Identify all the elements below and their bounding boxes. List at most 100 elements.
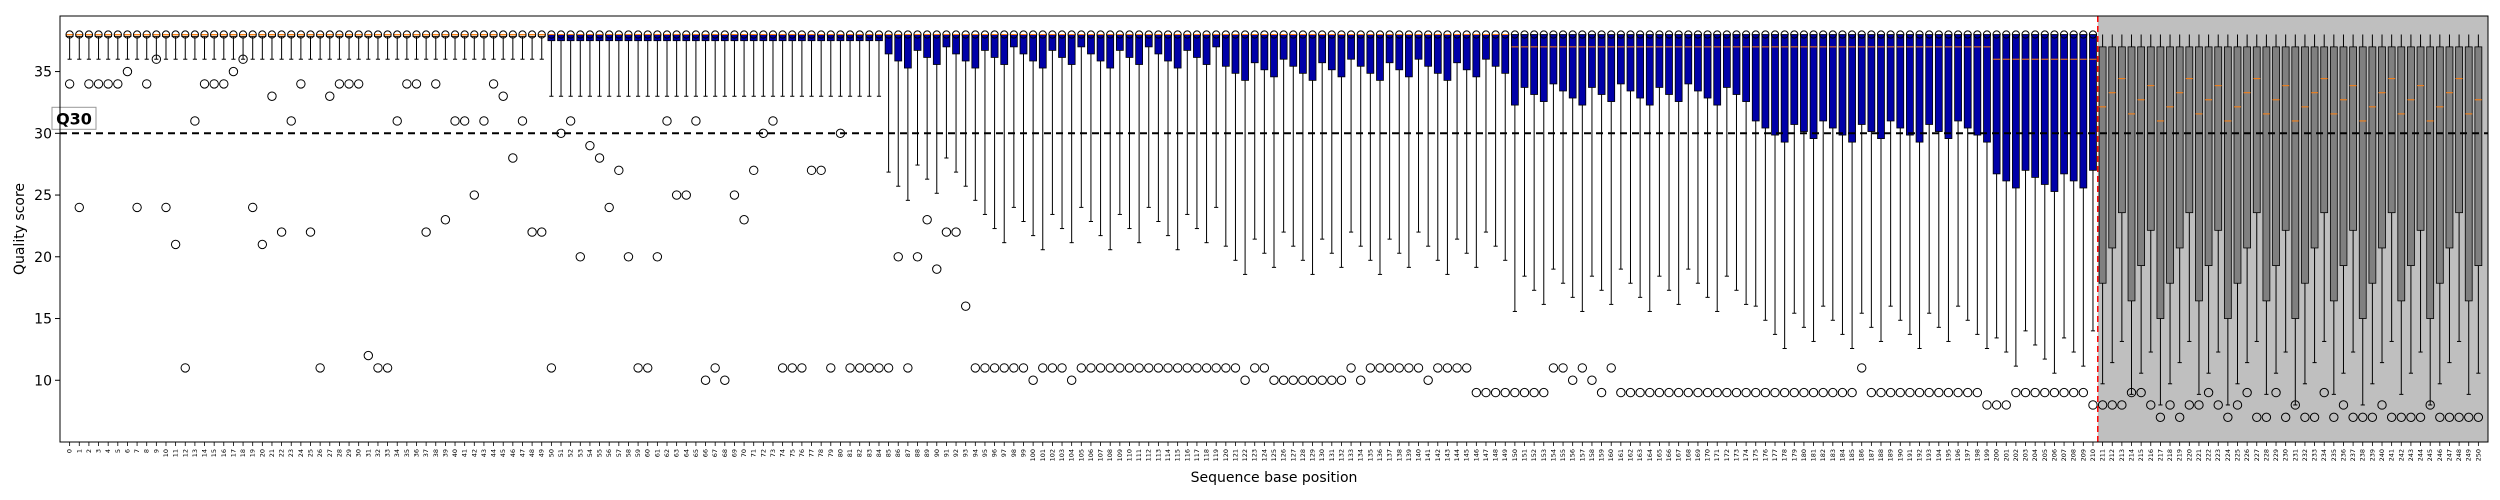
- x-tick-label: 20: [258, 449, 266, 457]
- box-position-131: [1327, 30, 1336, 254]
- outlier-top: [1915, 30, 1924, 39]
- outlier-top: [2011, 30, 2020, 39]
- x-tick-label: 31: [364, 449, 372, 457]
- x-tick-label: 165: [1655, 449, 1663, 461]
- box: [1684, 34, 1693, 85]
- outlier-top: [84, 30, 94, 39]
- outlier-point: [1038, 363, 1048, 373]
- outlier-point: [729, 190, 740, 200]
- outlier-top: [1886, 30, 1895, 39]
- outlier-top: [855, 30, 864, 39]
- box: [1462, 34, 1471, 71]
- box-position-158: [1587, 30, 1597, 277]
- box: [1694, 34, 1702, 92]
- box-position-84: [874, 30, 884, 97]
- outlier-point: [228, 66, 239, 77]
- outlier-top: [1703, 30, 1712, 39]
- outlier-top: [219, 30, 228, 39]
- outlier-top: [1183, 30, 1192, 39]
- box-position-225: [2233, 34, 2242, 385]
- box: [1828, 34, 1837, 129]
- outlier-point: [267, 91, 277, 101]
- outlier-point: [2300, 412, 2310, 423]
- outlier-point: [479, 116, 489, 126]
- box-position-13: [190, 30, 199, 60]
- box-position-193: [1925, 30, 1934, 314]
- box-position-163: [1636, 30, 1645, 298]
- outlier-top: [1366, 30, 1375, 39]
- box-position-180: [1799, 30, 1809, 328]
- x-tick-label: 235: [2330, 449, 2338, 461]
- outlier-top: [1857, 30, 1866, 39]
- outlier-top: [1626, 30, 1635, 39]
- box-position-31: [364, 30, 373, 60]
- box: [1607, 34, 1616, 102]
- x-tick-label: 10: [162, 449, 170, 457]
- box-position-235: [2329, 34, 2338, 395]
- outlier-top: [1154, 30, 1163, 39]
- box-position-34: [393, 30, 402, 60]
- outlier-point: [2406, 412, 2416, 423]
- outlier-top: [2021, 30, 2030, 39]
- outlier-point: [2165, 400, 2175, 410]
- outlier-point: [1481, 387, 1491, 398]
- x-tick-label: 250: [2474, 449, 2482, 461]
- outlier-point: [209, 79, 219, 89]
- outlier-point: [951, 227, 961, 237]
- box-position-14: [200, 30, 209, 60]
- x-tick-label: 70: [740, 449, 748, 457]
- box-position-74: [778, 30, 787, 97]
- box: [1915, 34, 1924, 143]
- outlier-point: [93, 79, 104, 89]
- box-position-209: [2079, 30, 2088, 367]
- outlier-point: [1182, 363, 1192, 373]
- outlier-point: [1963, 387, 1973, 398]
- x-tick-label: 211: [2099, 449, 2107, 461]
- box: [1636, 34, 1644, 99]
- box: [1790, 34, 1799, 125]
- box-position-248: [2455, 34, 2463, 342]
- box-position-236: [2339, 34, 2348, 374]
- box: [1742, 34, 1750, 102]
- box-position-112: [1144, 30, 1153, 208]
- x-tick-label: 217: [2156, 449, 2164, 461]
- outlier-point: [2136, 387, 2146, 398]
- x-tick-label: 220: [2185, 449, 2193, 461]
- box: [1433, 34, 1442, 74]
- outlier-point: [2454, 412, 2464, 423]
- x-tick-label: 25: [307, 449, 315, 457]
- outlier-point: [1548, 363, 1559, 373]
- outlier-point: [1751, 387, 1761, 398]
- box-position-106: [1086, 30, 1096, 223]
- outlier-top: [701, 30, 710, 39]
- box-position-128: [1298, 30, 1308, 261]
- outlier-top: [1260, 30, 1269, 39]
- x-tick-label: 119: [1212, 449, 1220, 461]
- box-position-152: [1530, 30, 1539, 291]
- outlier-top: [1558, 30, 1568, 39]
- x-tick-label: 32: [374, 449, 382, 457]
- box-position-129: [1308, 30, 1317, 275]
- outlier-point: [1240, 375, 1250, 385]
- box-position-71: [749, 30, 758, 97]
- box-position-138: [1395, 30, 1404, 254]
- outlier-point: [2194, 400, 2204, 410]
- box-position-8: [142, 30, 151, 60]
- outlier-top: [537, 30, 546, 39]
- x-tick-label: 230: [2282, 449, 2290, 461]
- x-tick-label: 43: [480, 449, 488, 457]
- x-tick-label: 181: [1810, 449, 1818, 461]
- outlier-top: [643, 30, 652, 39]
- x-tick-label: 57: [615, 449, 623, 457]
- x-tick-label: 19: [249, 449, 257, 457]
- box-position-220: [2185, 34, 2194, 342]
- outlier-point: [190, 116, 200, 126]
- box-position-81: [845, 30, 855, 97]
- outlier-top: [1106, 30, 1115, 39]
- outlier-top: [913, 30, 922, 39]
- box: [1405, 34, 1413, 78]
- outlier-point: [402, 79, 412, 89]
- outlier-top: [1433, 30, 1442, 39]
- box-position-100: [1029, 30, 1038, 237]
- box: [1713, 34, 1722, 106]
